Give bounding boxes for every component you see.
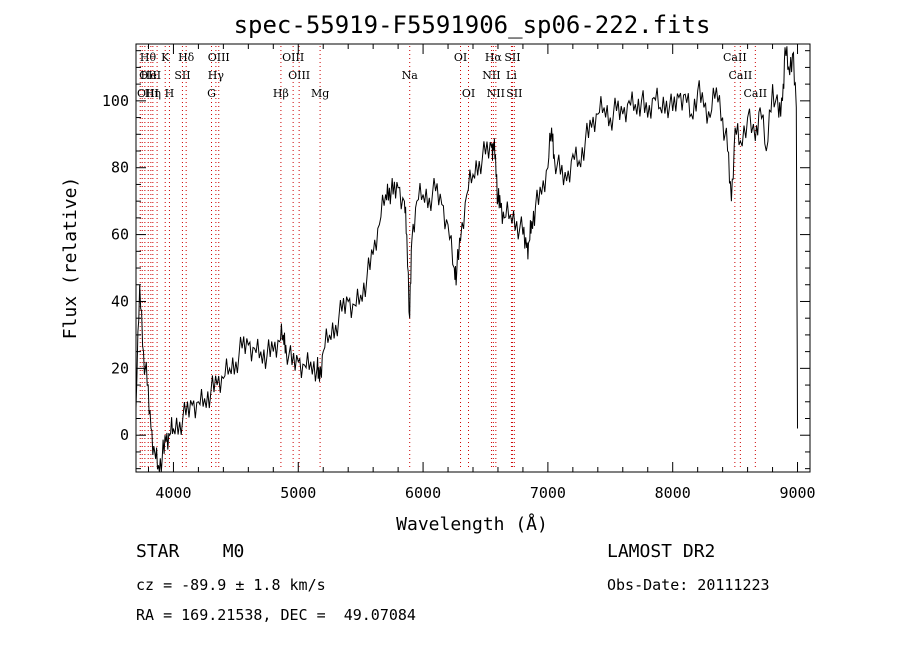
y-tick-label: 60 — [111, 226, 129, 244]
x-tick-label: 5000 — [280, 484, 316, 502]
coordinates: RA = 169.21538, DEC = 49.07084 — [136, 606, 416, 624]
y-axis-ticks: 0 20 40 60 80 100 — [102, 50, 810, 470]
y-tick-label: 80 — [111, 159, 129, 177]
spectral-line-label: SII — [504, 51, 520, 64]
spectral-line-label: Hδ — [178, 51, 195, 64]
redshift-value: cz = -89.9 ± 1.8 km/s — [136, 576, 326, 594]
spectral-line-label: Mg — [311, 87, 329, 100]
chart-title: spec-55919-F5591906_sp06-222.fits — [234, 11, 711, 39]
y-tick-label: 20 — [111, 359, 129, 377]
spectral-line-label: CaII — [729, 69, 753, 82]
y-tick-label: 40 — [111, 292, 129, 310]
spectral-line-label: OIII — [137, 87, 159, 100]
spectral-line-label: CaII — [743, 87, 767, 100]
spectral-line-label: NII — [482, 69, 500, 82]
x-tick-label: 4000 — [155, 484, 191, 502]
plot-frame — [135, 43, 811, 473]
spectral-line-label: OI — [462, 87, 475, 100]
spectral-line-label: G — [207, 87, 216, 100]
x-tick-label: 8000 — [655, 484, 691, 502]
x-tick-label: 6000 — [405, 484, 441, 502]
spectral-line-label: Li — [506, 69, 517, 82]
survey-name: LAMOST DR2 — [607, 541, 716, 562]
spectral-line-label: Na — [402, 69, 419, 82]
spectral-line-label: OII — [139, 69, 157, 82]
spectral-line-markers — [139, 46, 756, 470]
object-class: STAR M0 — [136, 541, 245, 562]
spectral-line-label: NII — [487, 87, 505, 100]
spectral-line-label: SII — [506, 87, 522, 100]
x-tick-label: 9000 — [779, 484, 815, 502]
spectrum-series — [135, 46, 798, 473]
y-tick-label: 100 — [102, 92, 129, 110]
spectral-line-label: OIII — [288, 69, 310, 82]
x-axis-label: Wavelength (Å) — [396, 513, 548, 535]
spectral-line-label: HeI — [141, 69, 161, 82]
x-tick-label: 7000 — [530, 484, 566, 502]
observation-date: Obs-Date: 20111223 — [607, 576, 770, 594]
spectral-line-label: CaII — [723, 51, 747, 64]
spectral-line-label: K — [161, 51, 170, 64]
spectral-line-label: Hθ — [140, 51, 157, 64]
spectral-line-label: Hγ — [208, 69, 225, 82]
y-tick-label: 0 — [120, 426, 129, 444]
spectral-line-label: Hβ — [273, 87, 289, 100]
x-axis-ticks: 4000 5000 6000 7000 8000 9000 — [147, 44, 816, 502]
spectral-line-label: Hα — [485, 51, 503, 64]
spectral-line-label: OIII — [208, 51, 230, 64]
spectral-line-label: OIII — [282, 51, 304, 64]
y-axis-label: Flux (relative) — [60, 177, 81, 340]
spectral-line-label: H — [165, 87, 175, 100]
spectral-line-label: Hη — [145, 87, 161, 100]
spectral-line-label: OI — [454, 51, 467, 64]
spectral-line-label: SII — [174, 69, 190, 82]
